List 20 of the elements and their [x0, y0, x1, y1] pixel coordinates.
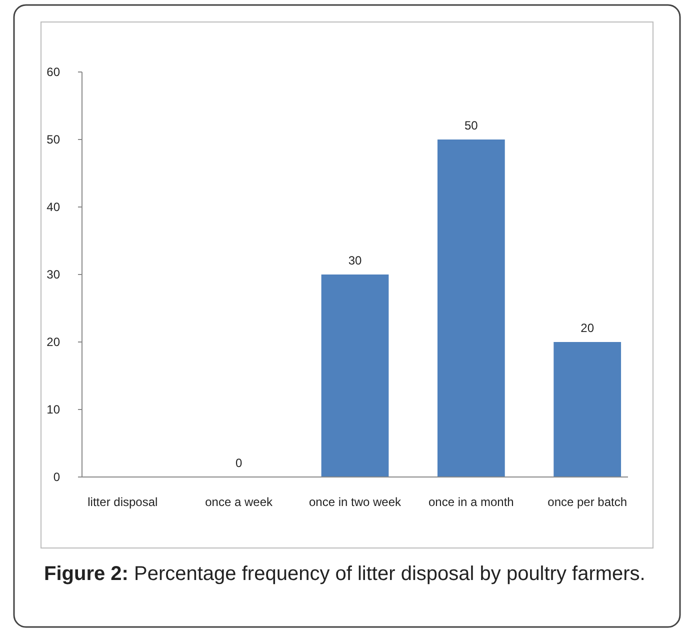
data-label: 0 [235, 456, 242, 470]
bar [321, 274, 389, 477]
data-label: 50 [464, 118, 478, 132]
bar [554, 342, 622, 477]
x-tick-label: once per batch [548, 495, 628, 509]
bar [437, 140, 505, 477]
y-tick-label: 40 [46, 200, 60, 214]
x-tick-label: once a week [205, 495, 274, 509]
y-tick-label: 60 [46, 65, 60, 79]
y-tick-label: 30 [46, 268, 60, 282]
y-tick-label: 10 [46, 402, 60, 416]
caption: Figure 2: Percentage frequency of litter disposal by poultry farmers. [44, 562, 646, 586]
data-label: 20 [580, 321, 594, 335]
x-tick-label: once in a month [428, 495, 514, 509]
y-tick-label: 20 [46, 335, 60, 349]
x-tick-label: litter disposal [88, 495, 158, 509]
x-tick-label: once in two week [308, 495, 402, 509]
data-label: 30 [348, 254, 362, 268]
y-tick-label: 0 [53, 470, 60, 484]
y-tick-label: 50 [46, 132, 60, 146]
